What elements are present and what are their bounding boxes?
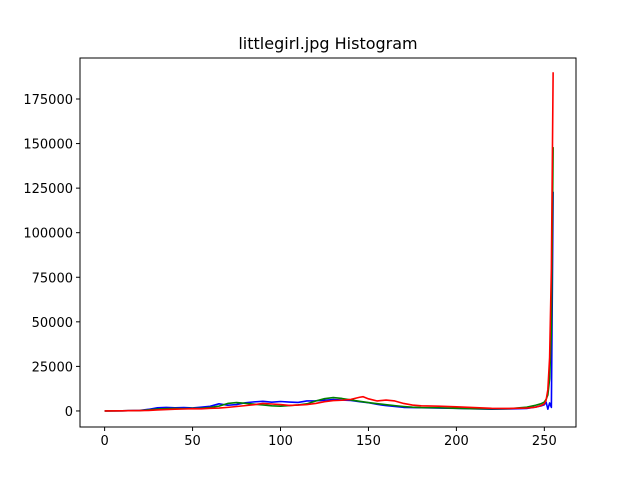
x-tick-label: 0 bbox=[100, 434, 108, 449]
y-tick-label: 75000 bbox=[32, 271, 73, 286]
y-axis: 0 25000 50000 75000 100000 125000 150000 175000 bbox=[23, 93, 80, 420]
x-tick-label: 150 bbox=[356, 434, 381, 449]
axes-frame bbox=[79, 57, 577, 428]
chart-title: littlegirl.jpg Histogram bbox=[238, 34, 417, 53]
y-tick-label: 150000 bbox=[23, 138, 73, 153]
series-line-2 bbox=[104, 72, 554, 412]
y-tick-label: 125000 bbox=[23, 182, 73, 197]
y-tick-label: 25000 bbox=[32, 360, 73, 375]
x-axis: 0 50 100 150 200 250 bbox=[100, 427, 557, 449]
x-tick-label: 50 bbox=[184, 434, 201, 449]
y-tick-label: 100000 bbox=[23, 227, 73, 242]
x-tick-label: 200 bbox=[444, 434, 469, 449]
y-tick-label: 0 bbox=[65, 405, 73, 420]
x-tick-label: 100 bbox=[268, 434, 293, 449]
y-tick-label: 50000 bbox=[32, 316, 73, 331]
plot-marks bbox=[104, 72, 554, 412]
x-tick-label: 250 bbox=[532, 434, 557, 449]
y-tick-label: 175000 bbox=[23, 93, 73, 108]
